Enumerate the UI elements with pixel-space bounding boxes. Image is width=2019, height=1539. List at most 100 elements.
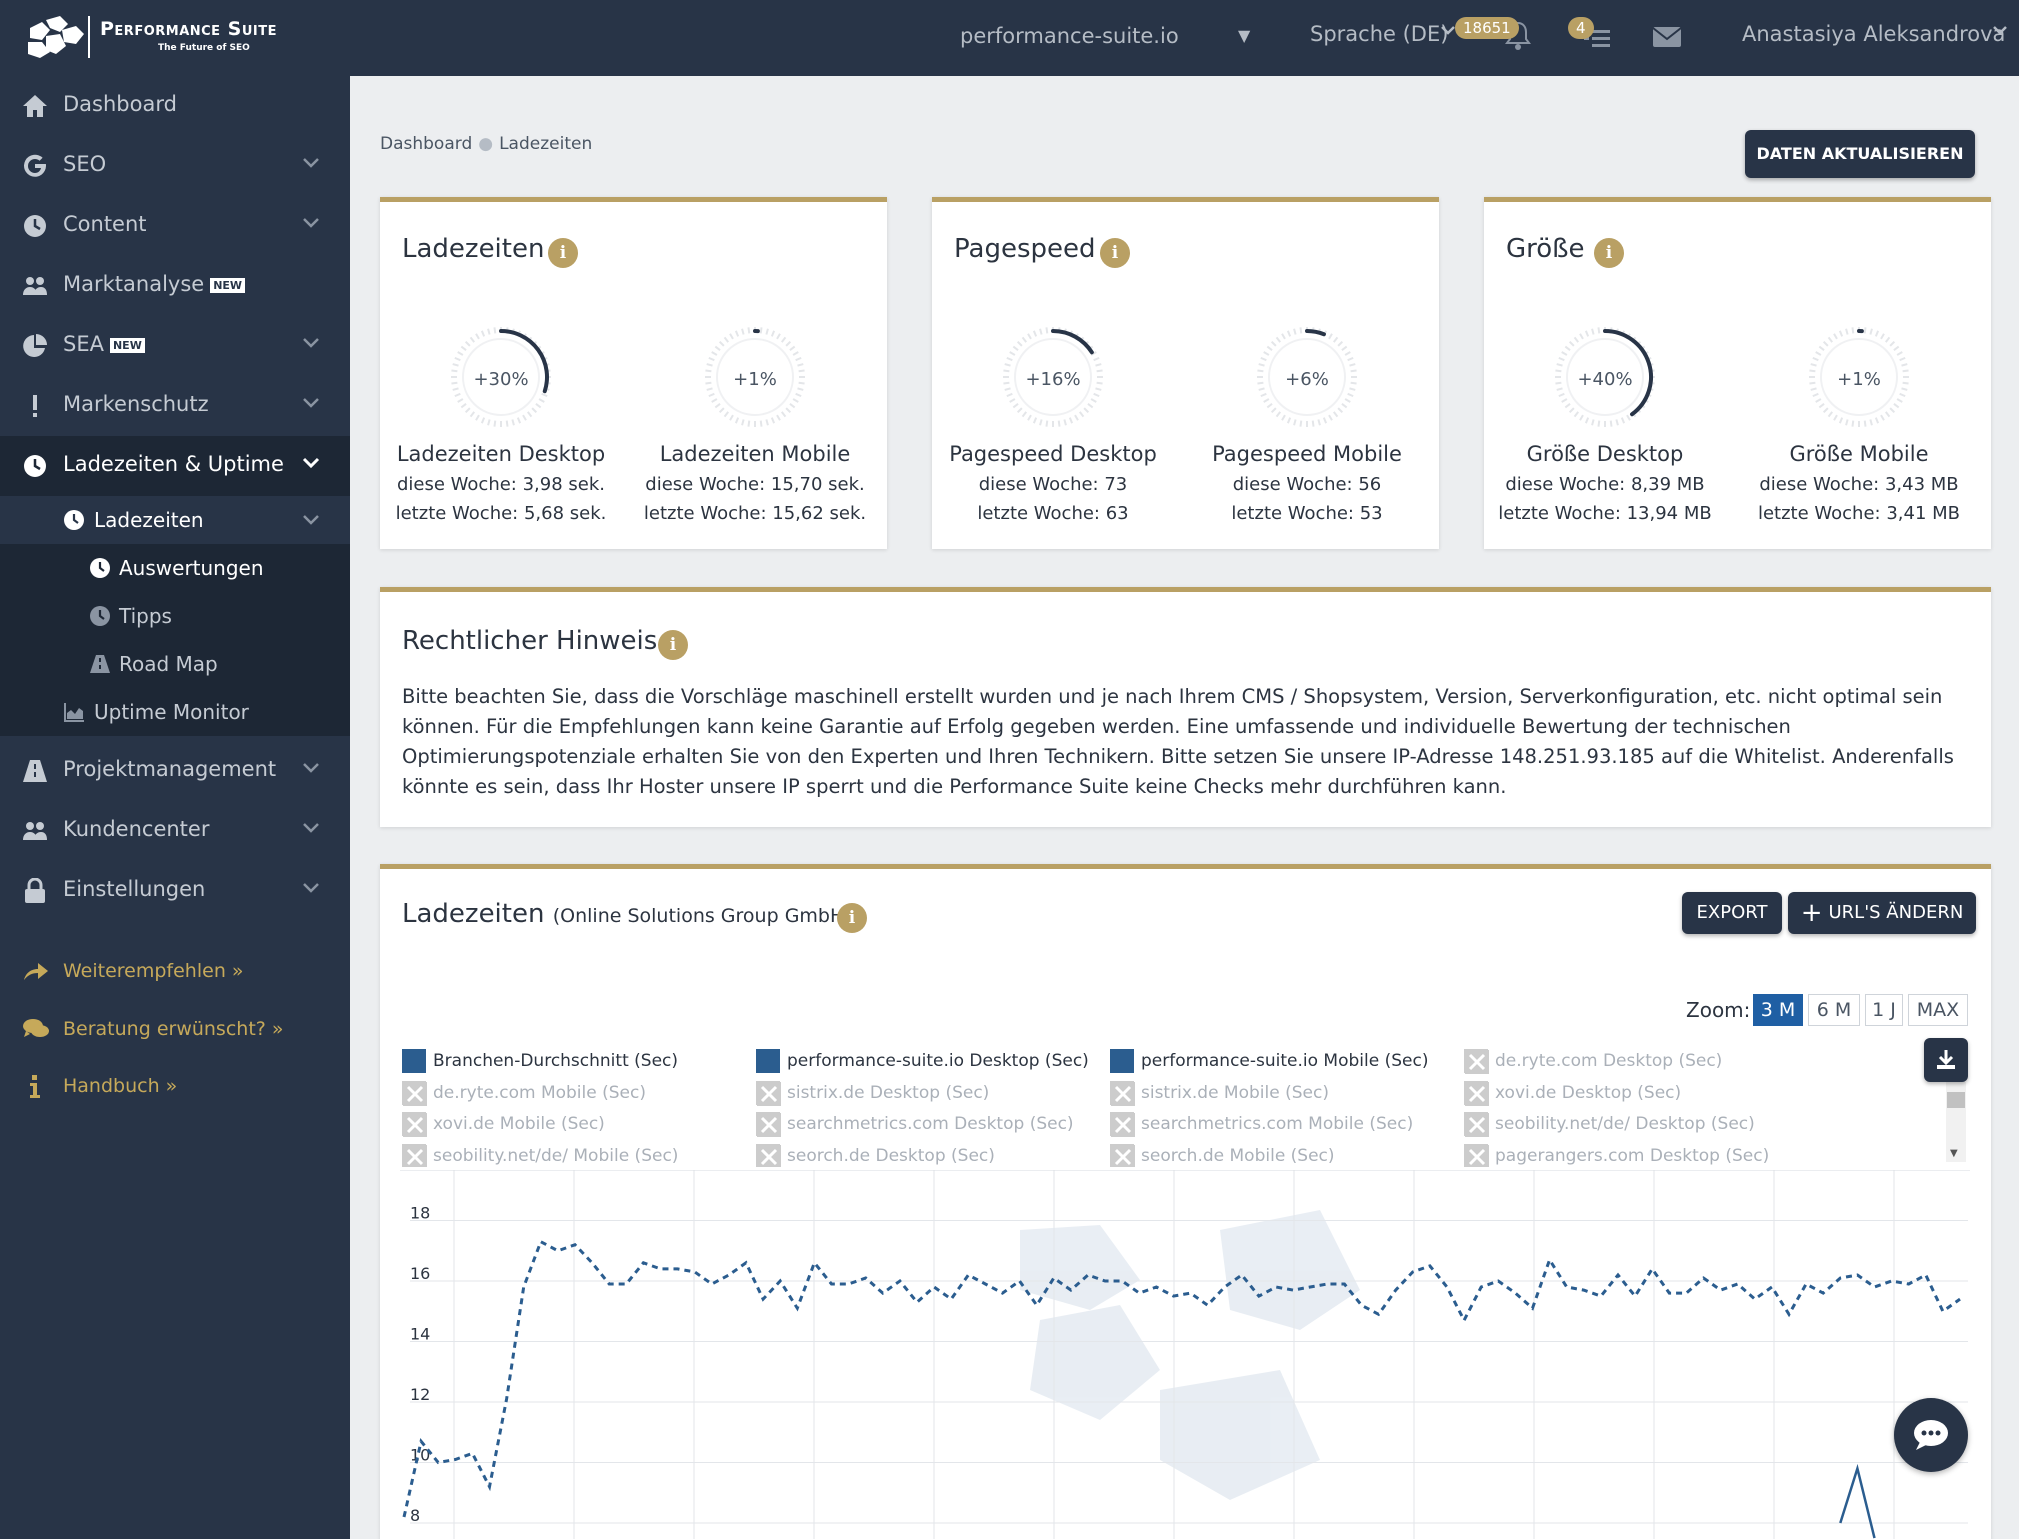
gauge-face [1268, 338, 1346, 416]
gauge-tick [729, 414, 734, 421]
chart-panel-title: Ladezeiten [402, 899, 545, 929]
change-urls-button[interactable]: + URL'S ÄNDERN [1788, 892, 1976, 934]
sidebar-subitem-tipps[interactable]: Tipps [0, 592, 350, 640]
new-badge: NEW [210, 277, 246, 293]
gauge-tick [1299, 420, 1303, 427]
metric-this-week: diese Woche: 8,39 MB [1505, 474, 1705, 495]
gauge-tick [522, 414, 527, 421]
gauge-tick [1827, 411, 1834, 418]
caret-down-icon[interactable]: ▼ [1238, 26, 1251, 45]
gauge-tick [1093, 392, 1100, 398]
tasks-badge[interactable]: 4 [1568, 17, 1594, 39]
user-menu[interactable]: Anastasiya Aleksandrova [1742, 22, 2006, 46]
scroll-down-icon[interactable]: ▼ [1950, 1148, 1958, 1159]
gauge-tick [706, 363, 713, 367]
logo-icon[interactable] [24, 14, 86, 60]
zoom-1y-button[interactable]: 1 J [1865, 994, 1903, 1026]
sidebar-item-marktanalyse[interactable]: Marktanalyse NEW [0, 256, 350, 314]
gauge-tick [1068, 417, 1074, 424]
sidebar-item-sea[interactable]: SEA NEW [0, 316, 350, 374]
download-button[interactable] [1924, 1038, 1968, 1082]
zoom-6m-button[interactable]: 6 M [1808, 994, 1860, 1026]
gauge-tick [1851, 420, 1855, 427]
sidebar-subitem-roadmap[interactable]: Road Map [0, 640, 350, 688]
sidebar-item-kundencenter[interactable]: Kundencenter [0, 801, 350, 859]
gauge-tick [1260, 356, 1267, 362]
refresh-data-button[interactable]: DATEN AKTUALISIEREN [1745, 130, 1975, 178]
gauge-tick [1863, 327, 1867, 334]
gauge-tick [1328, 414, 1333, 421]
gauge-tick [1293, 419, 1297, 426]
metric-ladezeiten-mobile: Ladezeiten Mobile diese Woche: 15,70 sek… [630, 442, 880, 524]
info-icon[interactable]: i [837, 903, 867, 933]
gauge-tick [1818, 402, 1825, 409]
sidebar-item-content[interactable]: Content [0, 196, 350, 254]
info-icon[interactable]: i [1100, 238, 1130, 268]
tasks-icon[interactable] [1582, 22, 1612, 52]
notifications-badge[interactable]: 18651 [1455, 17, 1519, 39]
legend-label: Branchen-Durchschnitt (Sec) [433, 1051, 679, 1071]
gauge-tick [1555, 381, 1562, 385]
gauge-tick [1337, 340, 1344, 347]
sidebar-item-ladezeiten-uptime[interactable]: Ladezeiten & Uptime [0, 436, 350, 496]
sidebar-item-dashboard[interactable]: Dashboard [0, 76, 350, 134]
info-icon[interactable]: i [1594, 238, 1624, 268]
gauge-tick [714, 345, 721, 352]
legend-disabled-icon [1110, 1112, 1135, 1137]
metric-title: Pagespeed Desktop [949, 442, 1157, 466]
gauge-tick [1350, 369, 1357, 373]
sidebar-item-einstellungen[interactable]: Einstellungen [0, 861, 350, 919]
language-select[interactable]: Sprache (DE) [1310, 22, 1449, 46]
series-line [1839, 1463, 1876, 1539]
gauge-tick [706, 387, 713, 391]
breadcrumb-root[interactable]: Dashboard [380, 134, 473, 154]
gauge-tick [1901, 363, 1908, 367]
zoom-3m-button[interactable]: 3 M [1753, 994, 1803, 1026]
gauge-tick [1349, 387, 1356, 391]
chevron-down-icon [303, 338, 319, 348]
info-icon[interactable]: i [658, 630, 688, 660]
legend-scrollbar[interactable]: ▼ [1946, 1082, 1966, 1162]
chat-widget-button[interactable] [1894, 1398, 1968, 1472]
info-icon[interactable]: i [548, 238, 578, 268]
breadcrumb: Dashboard ● Ladezeiten [380, 134, 592, 154]
sidebar-subitem-auswertungen[interactable]: Auswertungen [0, 544, 350, 592]
gauge-tick [1558, 392, 1565, 398]
gauge-tick [1833, 414, 1838, 421]
plus-icon: + [1800, 898, 1823, 928]
sidebar-subitem-label: Road Map [119, 652, 218, 676]
gauge-tick [741, 328, 745, 335]
legend-disabled-icon [402, 1143, 427, 1167]
gauge-tick [1286, 417, 1292, 424]
chevron-down-icon[interactable] [1440, 24, 1456, 36]
gauge-tick [734, 330, 740, 337]
legal-notice-text: Bitte beachten Sie, dass die Vorschläge … [402, 685, 1954, 798]
chevron-down-icon[interactable] [1992, 24, 2008, 36]
export-button[interactable]: EXPORT [1682, 892, 1782, 934]
gauge-tick [1266, 402, 1273, 409]
metric-last-week: letzte Woche: 63 [977, 503, 1129, 524]
sidebar-item-label: Content [63, 212, 147, 236]
new-badge: NEW [109, 337, 145, 353]
gauge-tick [526, 411, 533, 418]
gauge-tick [759, 327, 763, 334]
legend-scrollbar-thumb[interactable] [1947, 1092, 1965, 1108]
sidebar-item-label: Ladezeiten & Uptime [63, 452, 284, 476]
sidebar-item-projektmanagement[interactable]: Projektmanagement [0, 741, 350, 799]
mail-icon[interactable] [1652, 26, 1682, 48]
sidebar-item-markenschutz[interactable]: Markenschutz [0, 376, 350, 434]
sidebar-subitem-label: Ladezeiten [94, 508, 204, 532]
sidebar-subitem-ladezeiten[interactable]: Ladezeiten [0, 496, 350, 544]
gauge-tick [1344, 351, 1351, 356]
sidebar-subitem-uptime-monitor[interactable]: Uptime Monitor [0, 688, 350, 736]
domain-select[interactable]: performance-suite.io [960, 24, 1179, 48]
clock-icon [90, 558, 110, 578]
gauge-tick [1003, 381, 1010, 385]
gauge-tick [1809, 381, 1816, 385]
gauge-tick [1349, 363, 1356, 367]
zoom-max-button[interactable]: MAX [1908, 994, 1968, 1026]
gauge-tick [1257, 381, 1264, 385]
gauge-tick [795, 356, 802, 362]
sidebar-item-seo[interactable]: SEO [0, 136, 350, 194]
gauge-tick [741, 419, 745, 426]
